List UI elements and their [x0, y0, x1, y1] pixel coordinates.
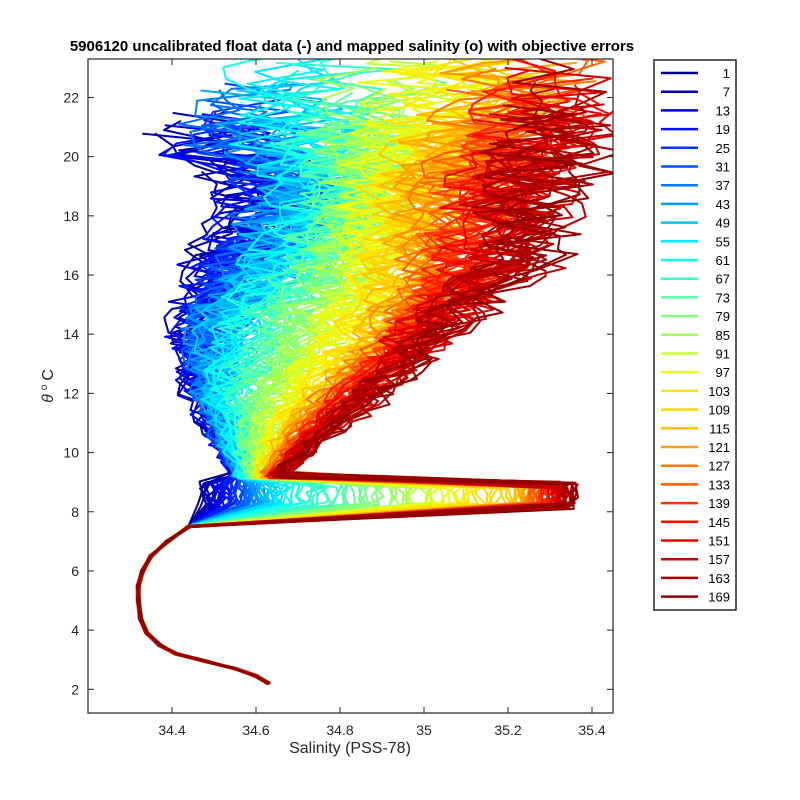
- legend-label: 61: [716, 253, 730, 268]
- plot-frame: [87, 58, 614, 714]
- legend-label: 145: [708, 515, 730, 530]
- x-tick-label: 35: [416, 722, 432, 738]
- legend-label: 103: [708, 384, 730, 399]
- legend-label: 169: [708, 590, 730, 605]
- legend-label: 85: [716, 328, 730, 343]
- series-group: [135, 59, 613, 685]
- y-tick-label: 10: [63, 445, 79, 461]
- legend-label: 139: [708, 496, 730, 511]
- legend-label: 91: [716, 347, 730, 362]
- legend-label: 25: [716, 141, 730, 156]
- legend-label: 37: [716, 178, 730, 193]
- y-axis: 2 4 6 8 10 12 14 16 18 20 22: [63, 89, 613, 697]
- x-tick-label: 35.2: [494, 722, 521, 738]
- y-tick-label: 12: [63, 385, 79, 401]
- y-tick-label: 8: [71, 504, 79, 520]
- y-tick-label: 20: [63, 149, 79, 165]
- y-axis-label: θoC: [39, 369, 57, 403]
- legend-label: 151: [708, 534, 730, 549]
- y-tick-label: 4: [71, 622, 79, 638]
- y-tick-label: 16: [63, 267, 79, 283]
- legend-label: 73: [716, 290, 730, 305]
- y-tick-label: 6: [71, 563, 79, 579]
- svg-text:θoC: θoC: [39, 369, 57, 403]
- x-tick-label: 34.8: [326, 722, 353, 738]
- y-tick-label: 22: [63, 89, 79, 105]
- legend-label: 133: [708, 477, 730, 492]
- x-axis: 34.4 34.6 34.8 35 35.2 35.4: [158, 59, 606, 738]
- y-axis-label-unit: C: [40, 369, 57, 381]
- legend-label: 19: [716, 122, 730, 137]
- legend-label: 115: [709, 421, 730, 436]
- legend-label: 49: [716, 216, 730, 231]
- y-tick-label: 2: [71, 681, 79, 697]
- legend-label: 109: [708, 403, 730, 418]
- legend-label: 55: [716, 234, 730, 249]
- y-axis-label-symbol: θ: [40, 394, 57, 403]
- x-tick-label: 34.4: [158, 722, 185, 738]
- legend-label: 43: [716, 197, 730, 212]
- legend-label: 163: [708, 571, 730, 586]
- y-tick-label: 14: [63, 326, 79, 342]
- legend-label: 13: [716, 103, 730, 118]
- x-axis-label: Salinity (PSS-78): [289, 740, 411, 757]
- x-tick-label: 35.4: [578, 722, 605, 738]
- legend: 1 7 13 19 25 31 37 43 49 55 61 67 73 79 85 91 97 103 109 11…: [653, 59, 737, 611]
- legend-label: 7: [723, 85, 730, 100]
- legend-label: 67: [716, 272, 730, 287]
- y-tick-label: 18: [63, 208, 79, 224]
- legend-label: 31: [716, 160, 730, 175]
- legend-label: 97: [716, 365, 730, 380]
- legend-label: 157: [708, 552, 730, 567]
- x-tick-label: 34.6: [242, 722, 269, 738]
- legend-label: 1: [723, 66, 730, 81]
- chart-title: 5906120 uncalibrated float data (-) and …: [70, 38, 634, 55]
- legend-label: 79: [716, 309, 730, 324]
- legend-label: 121: [708, 440, 730, 455]
- series-line: [136, 145, 581, 684]
- legend-label: 127: [708, 459, 730, 474]
- plot-area: [87, 58, 614, 714]
